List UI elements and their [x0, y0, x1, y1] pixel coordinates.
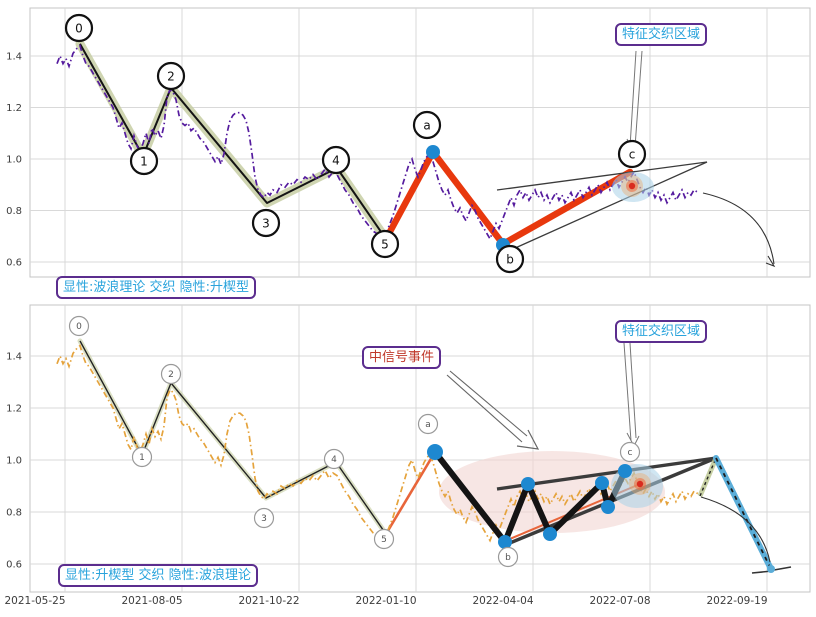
bottom-weave-region-label: 特征交织区域 [615, 320, 708, 343]
svg-text:5: 5 [381, 535, 387, 545]
svg-text:a: a [423, 118, 430, 132]
svg-text:1.0: 1.0 [6, 155, 22, 166]
svg-text:1.4: 1.4 [6, 352, 22, 363]
svg-text:1.4: 1.4 [6, 52, 22, 63]
svg-text:0.8: 0.8 [6, 508, 22, 519]
svg-text:2022-09-19: 2022-09-19 [706, 595, 767, 607]
svg-text:0: 0 [76, 322, 82, 332]
svg-text:0.6: 0.6 [6, 258, 22, 269]
svg-text:2022-07-08: 2022-07-08 [589, 595, 650, 607]
svg-text:b: b [505, 553, 511, 563]
svg-text:1.0: 1.0 [6, 456, 22, 467]
svg-text:4: 4 [332, 153, 340, 167]
svg-text:0: 0 [75, 21, 83, 35]
top-mode-label: 显性:波浪理论 交织 隐性:升楔型 [56, 276, 257, 299]
svg-text:1: 1 [140, 154, 148, 168]
svg-text:2: 2 [167, 69, 175, 83]
svg-text:1: 1 [139, 453, 145, 463]
svg-text:3: 3 [262, 216, 270, 230]
svg-text:5: 5 [381, 237, 389, 251]
bottom-mode-label: 显性:升楔型 交织 隐性:波浪理论 [58, 564, 259, 587]
svg-text:c: c [628, 448, 633, 458]
svg-text:3: 3 [261, 514, 267, 524]
svg-text:0.8: 0.8 [6, 206, 22, 217]
svg-text:2021-05-25: 2021-05-25 [4, 595, 65, 607]
svg-text:c: c [629, 147, 636, 161]
svg-text:2021-08-05: 2021-08-05 [121, 595, 182, 607]
svg-text:2021-10-22: 2021-10-22 [238, 595, 299, 607]
svg-text:2022-04-04: 2022-04-04 [472, 595, 533, 607]
mid-signal-event-label: 中信号事件 [362, 346, 442, 369]
svg-text:1.2: 1.2 [6, 103, 22, 114]
top-weave-region-label: 特征交织区域 [615, 23, 708, 46]
svg-text:1.2: 1.2 [6, 404, 22, 415]
svg-text:0.6: 0.6 [6, 560, 22, 571]
svg-text:b: b [506, 252, 514, 266]
svg-text:2022-01-10: 2022-01-10 [355, 595, 416, 607]
svg-text:a: a [425, 420, 431, 430]
svg-text:4: 4 [331, 455, 337, 465]
svg-text:2: 2 [168, 370, 174, 380]
